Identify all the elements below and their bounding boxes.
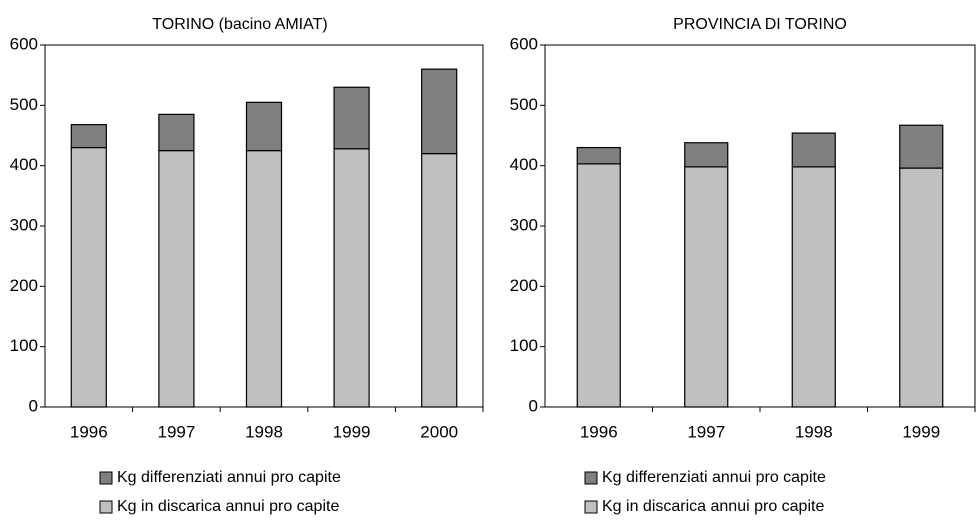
bar-segment bbox=[576, 163, 621, 408]
legend-label: Kg differenziati annui pro capite bbox=[117, 469, 341, 486]
y-tick-label: 500 bbox=[510, 95, 538, 114]
bar-segment bbox=[899, 167, 944, 408]
chart: TORINO (bacino AMIAT) 0 100 200 300 400 500 600… bbox=[10, 16, 484, 515]
x-tick-label: 1996 bbox=[70, 422, 108, 441]
x-tick-label: 1997 bbox=[157, 422, 195, 441]
bar-segment bbox=[70, 124, 107, 149]
bar-segment bbox=[684, 142, 729, 168]
y-tick-label: 300 bbox=[510, 215, 538, 234]
x-tick-label: 1999 bbox=[333, 422, 371, 441]
y-tick-label: 200 bbox=[10, 276, 38, 295]
legend: Kg differenziati annui pro capite Kg in d… bbox=[584, 469, 826, 515]
bar-segment bbox=[333, 86, 370, 150]
plot-frame bbox=[544, 44, 976, 408]
bar-segment bbox=[899, 124, 944, 169]
bar-segment bbox=[421, 153, 458, 408]
x-tick-label: 1998 bbox=[245, 422, 283, 441]
bar-segment bbox=[421, 68, 458, 155]
y-tick-label: 400 bbox=[510, 155, 538, 174]
legend-swatch bbox=[584, 500, 598, 514]
bar-segment bbox=[158, 149, 195, 408]
chart-title: TORINO (bacino AMIAT) bbox=[152, 16, 327, 33]
x-tick-label: 2000 bbox=[420, 422, 458, 441]
y-tick-label: 0 bbox=[529, 396, 538, 415]
legend-swatch bbox=[584, 471, 598, 485]
bar-segment bbox=[245, 149, 283, 408]
legend-label: Kg differenziati annui pro capite bbox=[602, 469, 826, 486]
y-tick-label: 100 bbox=[510, 336, 538, 355]
y-tick-label: 100 bbox=[10, 336, 38, 355]
legend-label: Kg in discarica annui pro capite bbox=[117, 498, 339, 515]
bar-segment bbox=[70, 146, 107, 408]
y-tick-label: 400 bbox=[10, 155, 38, 174]
legend-swatch bbox=[99, 500, 113, 514]
y-tick-label: 200 bbox=[510, 276, 538, 295]
plot-frame bbox=[44, 44, 484, 408]
legend-label: Kg in discarica annui pro capite bbox=[602, 498, 824, 515]
y-tick-label: 600 bbox=[510, 34, 538, 53]
chart-title: PROVINCIA DI TORINO bbox=[673, 16, 847, 33]
bar-segment bbox=[684, 166, 729, 408]
y-tick-label: 0 bbox=[29, 396, 38, 415]
x-tick-label: 1999 bbox=[902, 422, 940, 441]
bar-segment bbox=[791, 132, 836, 168]
y-tick-label: 500 bbox=[10, 95, 38, 114]
bar-segment bbox=[333, 148, 370, 408]
x-tick-label: 1996 bbox=[580, 422, 618, 441]
y-tick-label: 300 bbox=[10, 215, 38, 234]
bar-segment bbox=[158, 113, 195, 152]
legend: Kg differenziati annui pro capite Kg in d… bbox=[99, 469, 341, 515]
legend-swatch bbox=[99, 471, 113, 485]
bar-segment bbox=[576, 146, 621, 165]
chart: PROVINCIA DI TORINO 0 100 200 300 400 500 600 19… bbox=[510, 16, 976, 515]
x-tick-label: 1998 bbox=[795, 422, 833, 441]
bar-segment bbox=[245, 101, 283, 152]
bar-segment bbox=[791, 166, 836, 408]
y-tick-label: 600 bbox=[10, 34, 38, 53]
x-tick-label: 1997 bbox=[687, 422, 725, 441]
